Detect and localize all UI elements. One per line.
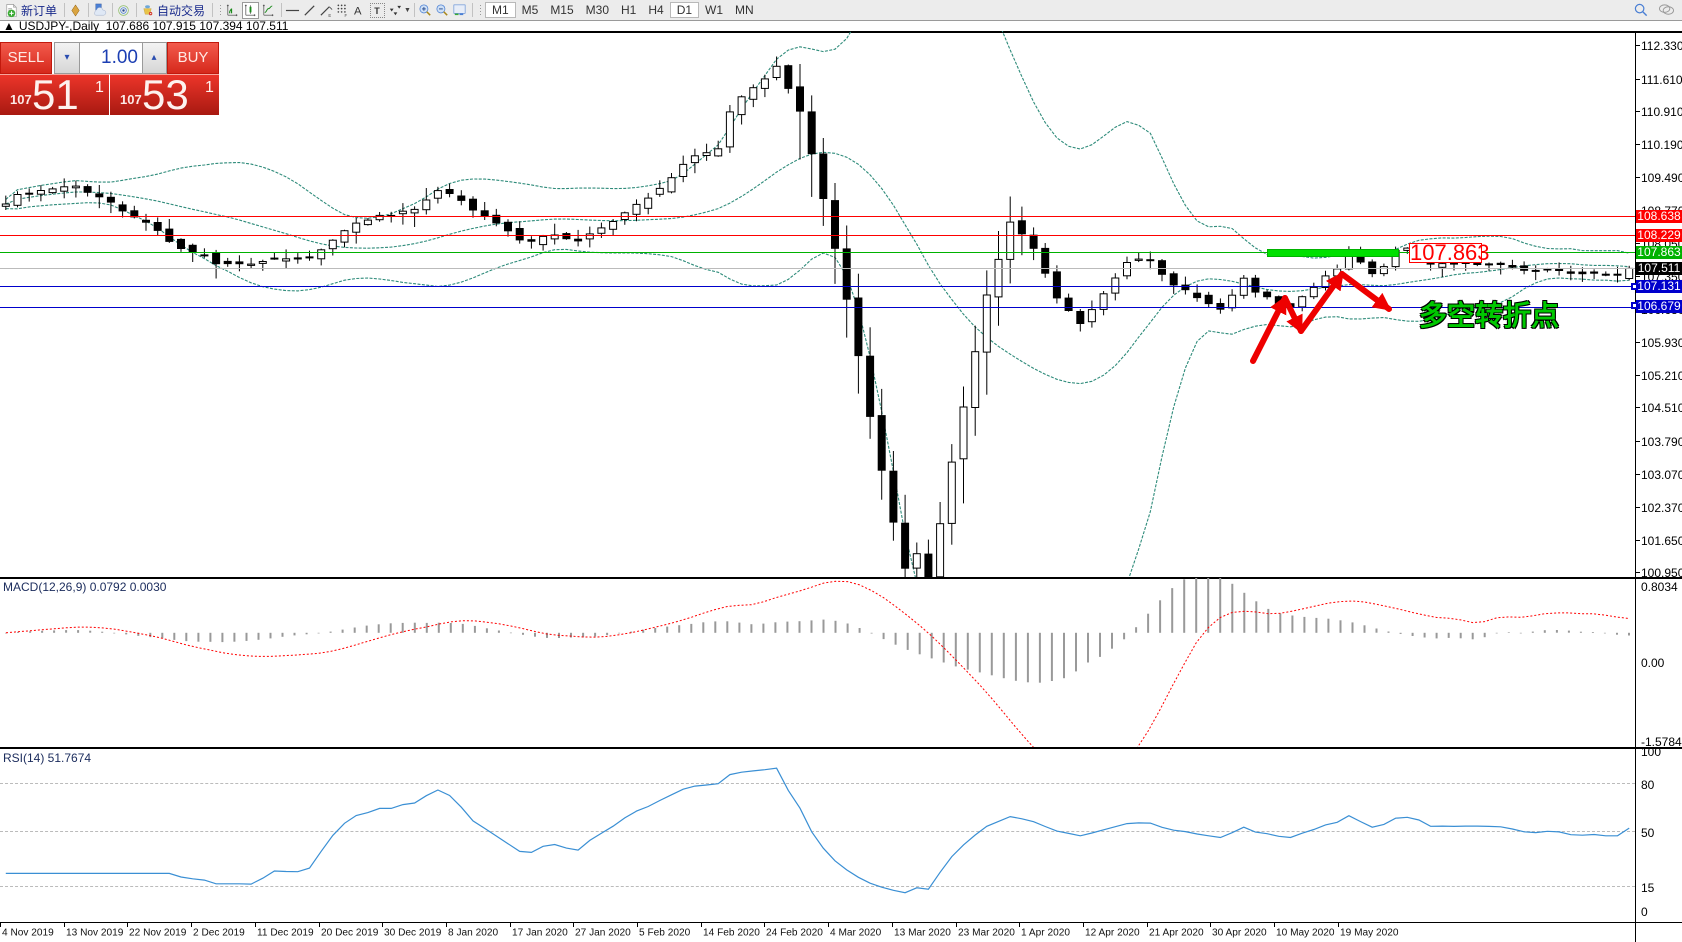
- svg-text:F: F: [344, 13, 347, 18]
- svg-text:A: A: [354, 5, 362, 17]
- svg-text:E: E: [328, 13, 331, 18]
- svg-text:T: T: [374, 5, 380, 15]
